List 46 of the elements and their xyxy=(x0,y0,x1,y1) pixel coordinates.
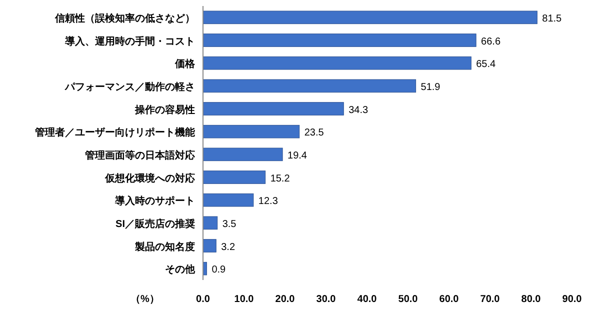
data-label: 3.5 xyxy=(222,218,237,230)
bar xyxy=(202,56,472,70)
x-tick-label: 20.0 xyxy=(275,294,296,305)
bar xyxy=(202,148,283,162)
bar xyxy=(202,124,300,138)
y-tick-label: 管理者／ユーザー向けリポート機能 xyxy=(34,126,196,139)
x-tick-label: 10.0 xyxy=(234,294,254,305)
y-tick-label: 管理画面等の日本語対応 xyxy=(84,149,196,162)
data-label: 51.9 xyxy=(420,82,441,93)
data-label: 12.3 xyxy=(258,196,278,208)
data-label: 23.5 xyxy=(304,128,324,139)
x-tick-label: 80.0 xyxy=(521,294,542,305)
y-tick-label: 導入、運用時の手間・コスト xyxy=(64,35,195,48)
data-label: 81.5 xyxy=(542,13,562,24)
x-tick-label: 70.0 xyxy=(480,294,500,305)
x-axis-title: （%） xyxy=(130,294,160,305)
bar xyxy=(202,102,344,116)
bar xyxy=(202,216,218,230)
y-tick-label: 製品の知名度 xyxy=(134,240,195,253)
bar xyxy=(202,34,476,47)
data-label: 0.9 xyxy=(212,264,226,276)
y-tick-label: 操作の容易性 xyxy=(134,104,195,116)
y-tick-label: 仮想化環境への対応 xyxy=(104,172,196,184)
data-label: 3.2 xyxy=(221,242,236,253)
bar xyxy=(202,79,416,93)
x-tick-label: 0.0 xyxy=(196,294,210,305)
data-label: 19.4 xyxy=(288,150,308,162)
x-tick-label: 60.0 xyxy=(439,294,460,305)
x-tick-label: 40.0 xyxy=(357,294,378,305)
bar xyxy=(202,239,216,252)
x-tick-label: 50.0 xyxy=(398,294,418,305)
bar xyxy=(202,193,254,207)
data-label: 66.6 xyxy=(481,36,501,48)
y-tick-label: 導入時のサポート xyxy=(114,195,195,208)
bar xyxy=(202,10,538,24)
y-tick-label: SI／販売店の推奨 xyxy=(116,218,195,230)
data-label: 65.4 xyxy=(476,59,496,70)
y-tick-label: 信頼性（誤検知率の低さなど） xyxy=(54,12,195,24)
y-tick-label: パフォーマンス／動作の軽さ xyxy=(64,80,195,93)
x-tick-label: 90.0 xyxy=(562,294,582,305)
bar xyxy=(202,170,266,184)
x-tick-label: 30.0 xyxy=(316,294,336,305)
data-label: 34.3 xyxy=(348,104,369,116)
y-tick-label: 価格 xyxy=(174,58,196,70)
y-tick-label: その他 xyxy=(165,264,196,276)
data-label: 15.2 xyxy=(270,173,290,184)
